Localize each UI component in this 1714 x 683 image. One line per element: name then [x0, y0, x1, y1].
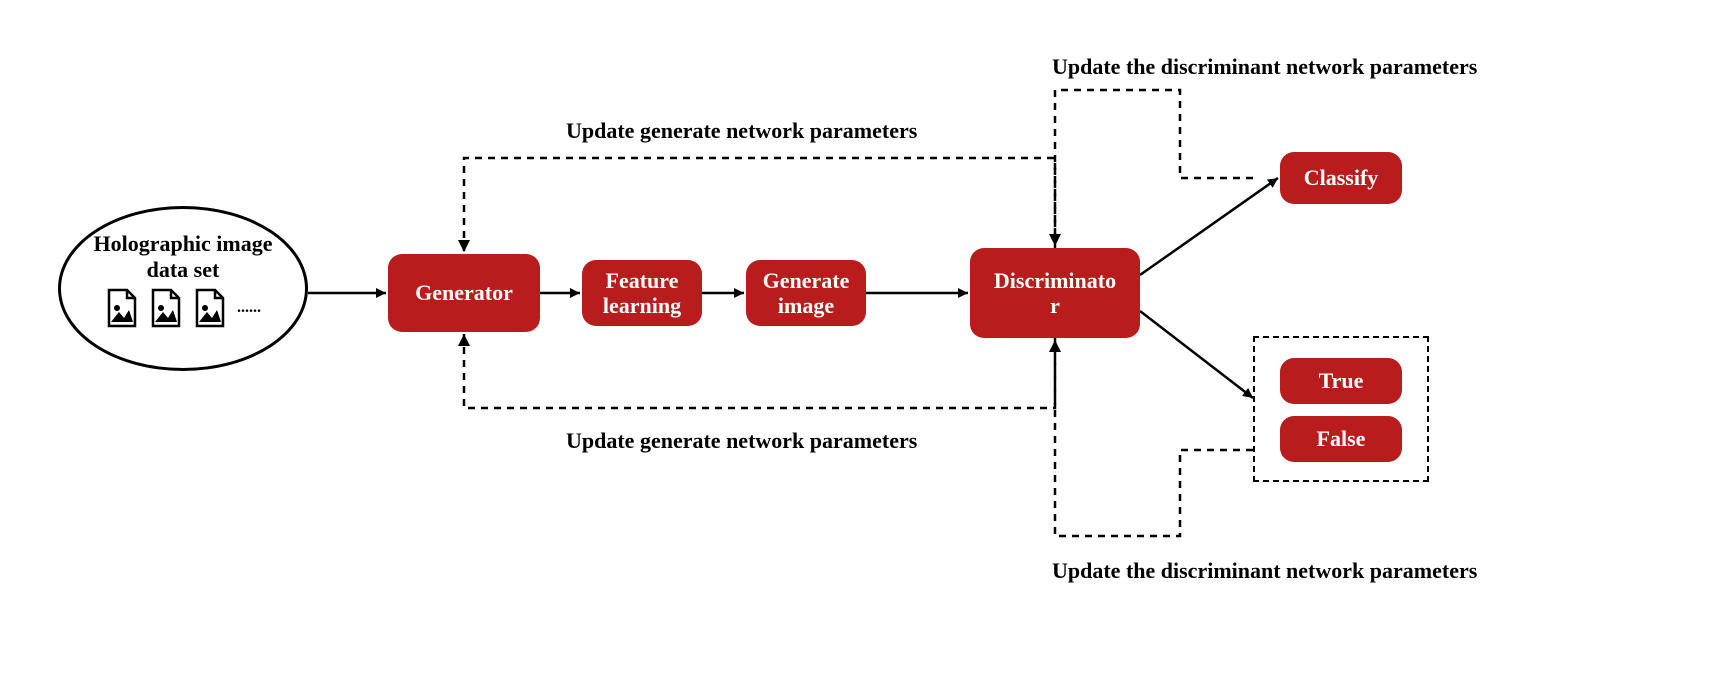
dataset-ellipse: Holographic image data set ......: [58, 206, 308, 371]
dataset-title-line2: data set: [147, 257, 220, 282]
image-file-icon: [105, 288, 139, 328]
ellipsis: ......: [237, 299, 261, 317]
image-file-icon: [193, 288, 227, 328]
classify-node: Classify: [1280, 152, 1402, 204]
generator-label: Generator: [415, 280, 513, 305]
feature-learning-node: Featurelearning: [582, 260, 702, 326]
dataset-icon-row: ......: [105, 288, 261, 328]
generate-image-label: Generateimage: [763, 268, 850, 319]
update-discriminator-top-label: Update the discriminant network paramete…: [1052, 54, 1477, 80]
truefalse-dashed-box: [1253, 336, 1429, 482]
generator-node: Generator: [388, 254, 540, 332]
dataset-title: Holographic image data set: [93, 231, 272, 284]
classify-label: Classify: [1304, 165, 1379, 190]
image-file-icon: [149, 288, 183, 328]
generate-image-node: Generateimage: [746, 260, 866, 326]
update-discriminator-bottom-label: Update the discriminant network paramete…: [1052, 558, 1477, 584]
discriminator-label: Discriminator: [994, 268, 1116, 319]
dataset-title-line1: Holographic image: [93, 231, 272, 256]
feature-learning-label: Featurelearning: [603, 268, 681, 319]
update-generator-bottom-label: Update generate network parameters: [566, 428, 917, 454]
discriminator-node: Discriminator: [970, 248, 1140, 338]
update-generator-top-label: Update generate network parameters: [566, 118, 917, 144]
